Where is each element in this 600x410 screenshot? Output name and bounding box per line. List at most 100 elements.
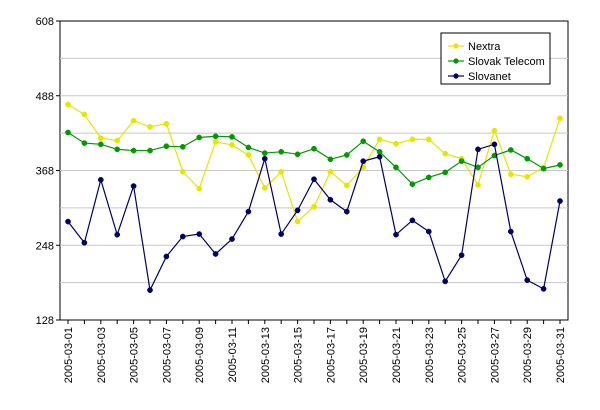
data-point <box>114 146 121 153</box>
data-point <box>294 218 301 225</box>
data-point <box>179 143 186 150</box>
data-point <box>540 286 547 292</box>
data-point <box>114 137 121 144</box>
data-point <box>294 151 301 158</box>
legend-entry: Nextra <box>448 41 501 53</box>
x-tick-label: 2005-03-13 <box>260 327 272 383</box>
x-tick-label: 2005-03-15 <box>293 327 305 383</box>
x-tick-label: 2005-03-03 <box>96 327 108 383</box>
data-point <box>245 152 252 158</box>
data-point <box>507 171 514 178</box>
data-point <box>245 144 252 151</box>
legend-label: Slovanet <box>468 71 511 83</box>
data-point <box>81 140 88 146</box>
data-point <box>294 207 301 214</box>
data-point <box>229 142 235 148</box>
x-tick-label: 2005-03-21 <box>391 327 403 383</box>
data-point <box>557 162 563 168</box>
data-point <box>393 231 399 238</box>
y-tick-label: 488 <box>36 91 54 103</box>
data-point <box>147 287 153 293</box>
data-point <box>130 183 137 189</box>
data-point <box>393 164 399 171</box>
series-slovanet <box>65 141 563 293</box>
data-point <box>261 150 268 156</box>
legend-marker <box>453 73 459 79</box>
data-point <box>360 138 367 145</box>
data-point <box>507 147 514 153</box>
x-tick-label: 2005-03-05 <box>129 327 141 383</box>
x-tick-label: 2005-03-17 <box>325 327 337 383</box>
data-point <box>130 147 137 154</box>
y-tick-label: 368 <box>36 166 54 178</box>
data-point <box>278 231 285 237</box>
data-point <box>97 176 104 183</box>
x-tick-label: 2005-03-09 <box>194 327 206 383</box>
data-point <box>425 174 432 181</box>
data-point <box>163 120 170 127</box>
data-point <box>81 111 88 118</box>
data-point <box>540 165 547 172</box>
x-tick-label: 2005-03-19 <box>358 327 370 383</box>
data-point <box>65 218 71 225</box>
data-point <box>524 173 531 180</box>
x-tick-label: 2005-03-11 <box>227 327 239 382</box>
data-point <box>245 208 252 215</box>
series-slovak-telecom <box>65 129 563 188</box>
data-point <box>278 168 285 175</box>
data-point <box>425 228 432 235</box>
data-point <box>278 148 285 155</box>
y-axis: 128 248 368 488 608 <box>36 16 60 327</box>
data-point <box>376 136 383 143</box>
data-point <box>425 136 432 143</box>
data-point <box>97 135 104 141</box>
data-point <box>507 228 514 235</box>
data-point <box>114 231 121 238</box>
legend-marker <box>453 58 459 64</box>
legend: Nextra Slovak Telecom Slovanet <box>440 32 551 85</box>
y-tick-label: 608 <box>36 16 54 28</box>
data-point <box>212 133 219 140</box>
data-point <box>179 168 186 175</box>
data-point <box>524 277 531 283</box>
y-tick-label: 248 <box>36 240 54 252</box>
x-tick-label: 2005-03-01 <box>63 327 75 383</box>
data-point <box>327 168 334 175</box>
data-point <box>376 153 383 160</box>
data-point <box>491 127 498 134</box>
x-axis: 2005-03-01 2005-03-03 2005-03-05 2005-03-07… <box>63 320 567 383</box>
data-point <box>524 155 531 162</box>
data-point <box>491 141 498 148</box>
data-point <box>442 169 449 176</box>
data-point <box>179 233 186 240</box>
data-point <box>409 181 416 188</box>
data-point <box>311 203 317 210</box>
legend-marker <box>453 43 459 49</box>
data-point <box>409 217 416 224</box>
y-tick-label: 128 <box>36 315 54 327</box>
data-point <box>196 231 203 237</box>
data-point <box>557 115 563 122</box>
data-point <box>376 148 383 155</box>
x-tick-label: 2005-03-07 <box>161 327 173 383</box>
data-point <box>458 252 465 259</box>
data-point <box>311 145 317 152</box>
x-tick-label: 2005-03-27 <box>489 327 501 383</box>
data-point <box>196 185 203 192</box>
data-point <box>147 124 153 130</box>
data-point <box>163 253 170 260</box>
data-point <box>229 236 235 242</box>
series-layer <box>65 101 563 293</box>
data-point <box>360 158 367 165</box>
data-point <box>327 156 334 163</box>
data-point <box>130 117 137 124</box>
data-point <box>97 141 104 148</box>
data-point <box>475 181 481 188</box>
data-point <box>475 164 481 171</box>
data-point <box>409 136 416 143</box>
data-point <box>65 101 71 108</box>
x-tick-label: 2005-03-25 <box>457 327 469 383</box>
data-point <box>196 134 203 141</box>
data-point <box>261 185 268 191</box>
